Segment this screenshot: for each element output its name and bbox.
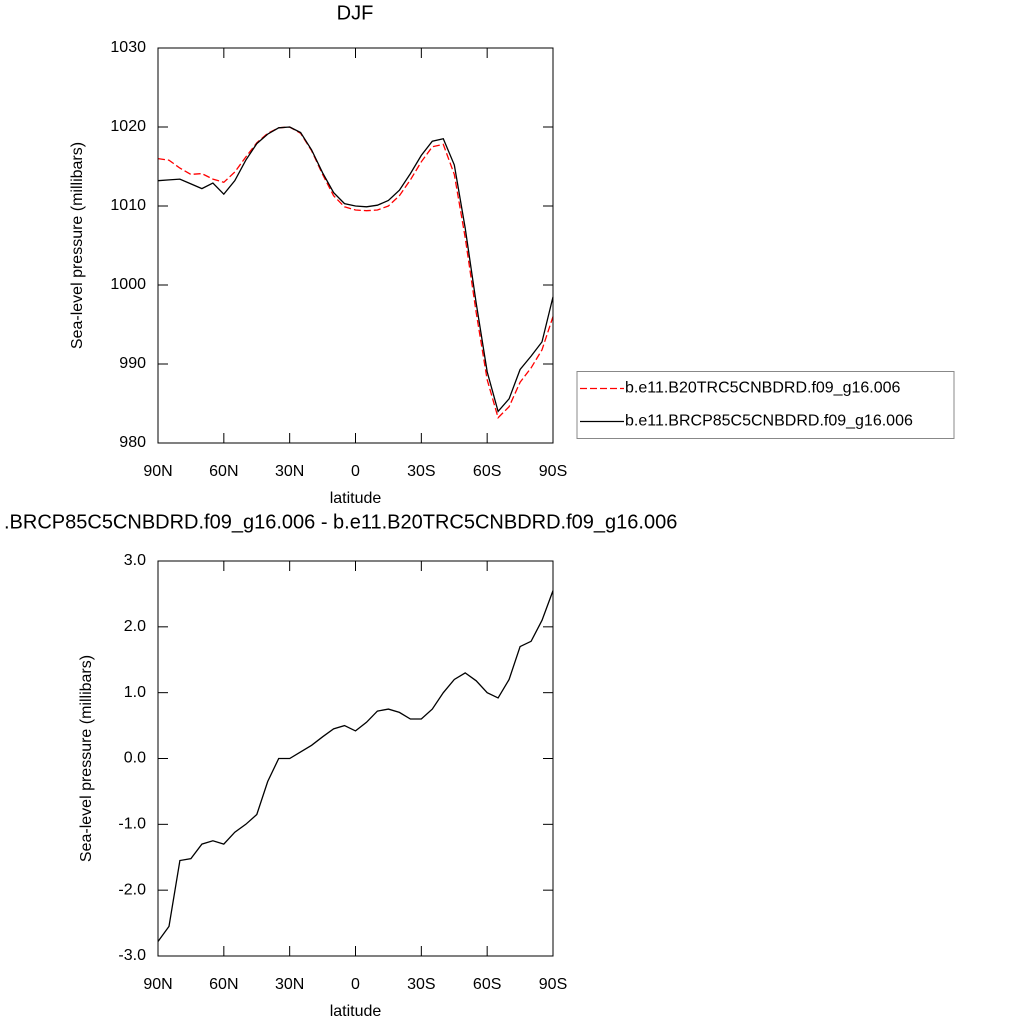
chart-title: DJF (337, 2, 374, 24)
x-tick-label: 90S (539, 976, 567, 993)
chart-title: .BRCP85C5CNBDRD.f09_g16.006 - b.e11.B20T… (4, 511, 677, 533)
y-tick-label: 990 (119, 355, 146, 372)
x-tick-label: 30S (407, 976, 435, 993)
x-tick-label: 60S (473, 463, 501, 480)
data-line (157, 590, 554, 942)
y-tick-label: 1030 (110, 39, 146, 56)
x-tick-label: 0 (351, 976, 360, 993)
y-tick-label: 1010 (110, 197, 146, 214)
y-tick-label: 2.0 (124, 618, 146, 635)
y-tick-label: -3.0 (118, 947, 146, 964)
x-tick-label: 30N (275, 463, 304, 480)
plot-frame (157, 47, 554, 444)
legend-label: b.e11.B20TRC5CNBDRD.f09_g16.006 (625, 380, 901, 397)
x-tick-label: 60S (473, 976, 501, 993)
x-tick-label: 60N (209, 463, 238, 480)
y-axis-label: Sea-level pressure (millibars) (78, 655, 95, 862)
y-tick-label: 0.0 (124, 750, 146, 767)
x-tick-label: 30N (275, 976, 304, 993)
x-tick-label: 90S (539, 463, 567, 480)
y-tick-label: 3.0 (124, 552, 146, 569)
x-axis-label: latitude (330, 490, 382, 507)
y-tick-label: 980 (119, 434, 146, 451)
x-tick-label: 90N (143, 463, 172, 480)
x-tick-label: 0 (351, 463, 360, 480)
plot-frame (157, 560, 554, 957)
x-tick-label: 90N (143, 976, 172, 993)
y-axis-label: Sea-level pressure (millibars) (69, 142, 86, 349)
legend-label: b.e11.BRCP85C5CNBDRD.f09_g16.006 (625, 413, 913, 430)
data-line (157, 126, 554, 419)
y-tick-label: -1.0 (118, 816, 146, 833)
y-tick-label: -2.0 (118, 881, 146, 898)
y-tick-label: 1020 (110, 118, 146, 135)
x-tick-label: 60N (209, 976, 238, 993)
data-line (157, 126, 554, 413)
x-tick-label: 30S (407, 463, 435, 480)
y-tick-label: 1.0 (124, 684, 146, 701)
x-axis-label: latitude (330, 1003, 382, 1020)
y-tick-label: 1000 (110, 276, 146, 293)
legend-box (576, 371, 955, 439)
